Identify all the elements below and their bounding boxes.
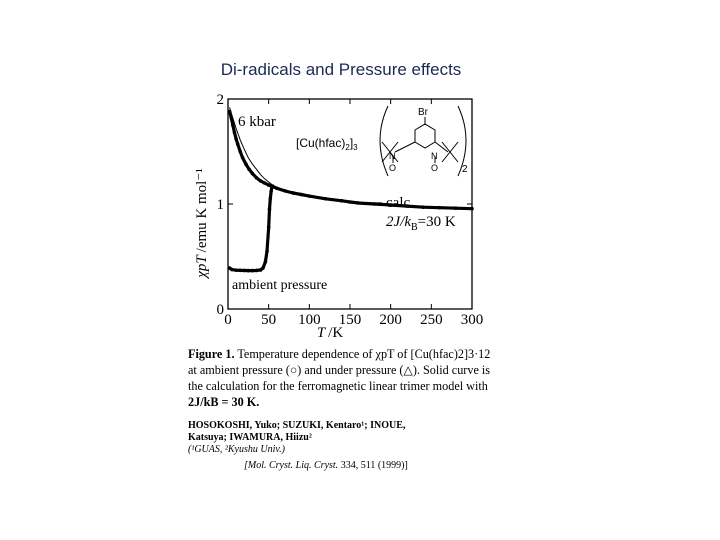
- y-axis-variable: χpT: [194, 254, 210, 280]
- authors-affiliation: (¹GUAS, ²Kyushu Univ.): [188, 444, 285, 455]
- caption-line-1: Temperature dependence of χpT of [Cu(hfa…: [237, 347, 491, 361]
- series-point-6-kbar: [235, 142, 240, 146]
- author-list: HOSOKOSHI, Yuko; SUZUKI, Kentaro¹; INOUE…: [188, 420, 518, 456]
- series-point-ambient-pressure: [258, 268, 263, 272]
- series-point-ambient-pressure: [265, 249, 269, 254]
- reference-journal: [Mol. Cryst. Liq. Cryst.: [244, 460, 339, 471]
- molecule-n-left: N: [389, 151, 396, 161]
- x-tick-label: 200: [379, 312, 402, 328]
- caption-line-2: at ambient pressure (○) and under pressu…: [188, 363, 491, 377]
- series-point-ambient-pressure: [230, 267, 234, 272]
- series-line-ambient-pressure: [228, 185, 274, 273]
- series-point-ambient-pressure: [238, 268, 242, 273]
- series-point-6-kbar: [232, 130, 237, 135]
- slide-title: Di-radicals and Pressure effects: [220, 60, 462, 79]
- series-point-ambient-pressure: [242, 268, 247, 273]
- journal-reference: [Mol. Cryst. Liq. Cryst. 334, 511 (1999)…: [244, 460, 408, 471]
- x-tick-label: 0: [224, 312, 232, 328]
- bracket-subscript: 2: [462, 164, 468, 175]
- x-tick-label: 250: [420, 312, 443, 328]
- compound-main: [Cu(hfac): [296, 136, 345, 150]
- authors-line-1: HOSOKOSHI, Yuko; SUZUKI, Kentaro¹; INOUE…: [188, 420, 406, 431]
- caption-line-3: the calculation for the ferromagnetic li…: [188, 379, 488, 393]
- molecule-br: Br: [418, 107, 429, 118]
- series-line-calc: [229, 107, 473, 210]
- label-coupling: 2J/kB=30 K: [386, 214, 456, 233]
- series-point-6-kbar: [254, 175, 259, 180]
- coupling-symbol: 2J/k: [386, 214, 411, 230]
- coupling-value: =30 K: [418, 214, 456, 230]
- series-point-6-kbar: [240, 156, 245, 160]
- label-6-kbar: 6 kbar: [238, 114, 276, 130]
- series-point-6-kbar: [258, 179, 263, 183]
- x-axis-title: T/K: [317, 325, 344, 340]
- reference-volume: 334, 511 (1999)]: [338, 460, 408, 471]
- series-point-6-kbar: [238, 149, 242, 154]
- label-ambient-pressure: ambient pressure: [232, 278, 327, 293]
- authors-line-2: Katsuya; IWAMURA, Hiizu²: [188, 432, 312, 443]
- x-tick-label: 150: [339, 312, 362, 328]
- molecule-structure: [379, 105, 467, 177]
- compound-sub-3: 3: [353, 143, 358, 152]
- y-tick-label: 1: [217, 197, 225, 213]
- series-point-ambient-pressure: [267, 207, 272, 212]
- series-point-ambient-pressure: [234, 268, 238, 272]
- x-tick-label: 50: [261, 312, 276, 328]
- series-point-ambient-pressure: [266, 225, 271, 229]
- series-point-ambient-pressure: [246, 268, 251, 273]
- series-point-6-kbar: [266, 183, 271, 187]
- x-tick-label: 100: [298, 312, 321, 328]
- series-point-ambient-pressure: [250, 268, 255, 273]
- series-point-6-kbar: [244, 162, 248, 166]
- x-axis-variable: T: [317, 325, 327, 340]
- molecule-o-right: O: [431, 163, 438, 173]
- y-tick-label: 2: [217, 92, 225, 108]
- molecule-n-right: N: [431, 151, 438, 161]
- compound-close: ]: [350, 136, 353, 150]
- series-point-ambient-pressure: [268, 196, 273, 201]
- coupling-subscript: B: [411, 222, 418, 233]
- series-point-ambient-pressure: [269, 189, 273, 194]
- series-point-ambient-pressure: [261, 266, 265, 270]
- caption-figure-label: Figure 1.: [188, 347, 235, 361]
- x-tick-label: 300: [461, 312, 484, 328]
- series-point-6-kbar: [250, 171, 255, 176]
- y-axis-title: χpT/emu K mol⁻¹: [194, 168, 210, 280]
- caption-line-4: 2J/kB = 30 K.: [188, 395, 260, 409]
- y-axis-unit: /emu K mol⁻¹: [194, 168, 210, 252]
- series-point-ambient-pressure: [263, 259, 268, 264]
- series-point-6-kbar: [231, 123, 235, 128]
- molecule-o-left: O: [389, 163, 396, 173]
- series-point-6-kbar: [234, 137, 238, 141]
- label-calc: calc: [386, 195, 410, 211]
- compound-sub: 2: [345, 143, 350, 152]
- figure-caption: Figure 1. Temperature dependence of χpT …: [188, 346, 518, 410]
- series-point-ambient-pressure: [254, 268, 259, 273]
- series-point-6-kbar: [247, 167, 251, 172]
- x-axis-unit: /K: [328, 325, 343, 340]
- y-tick-label: 0: [217, 302, 225, 318]
- series-point-6-kbar: [262, 181, 267, 185]
- compound-label: [Cu(hfac)2]3: [296, 136, 358, 152]
